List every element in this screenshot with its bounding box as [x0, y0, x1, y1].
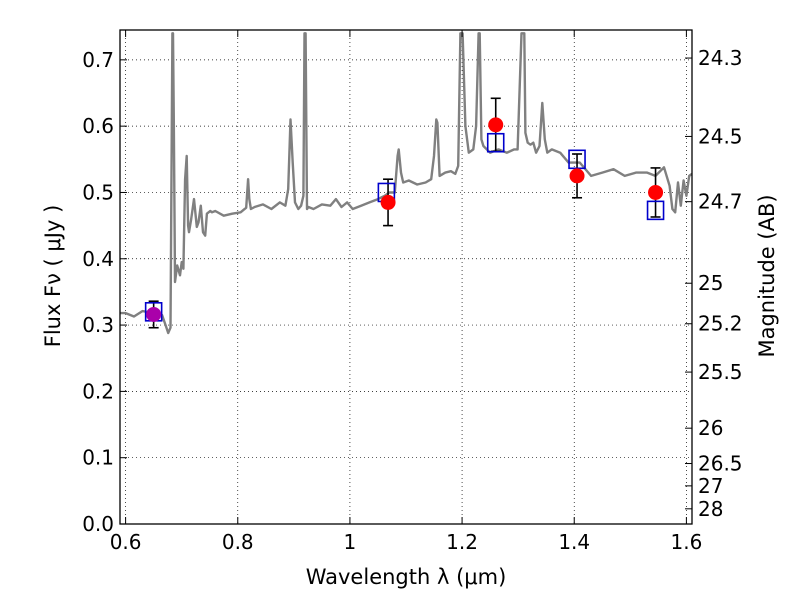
y2-tick-label: 24.7 [698, 190, 743, 214]
y2-axis-label: Magnitude (AB) [755, 194, 779, 357]
observed-photometry-point [569, 168, 585, 184]
model-photometry-marker [568, 149, 586, 170]
x-axis-label: Wavelength λ (μm) [306, 565, 507, 589]
observed-photometry-point [380, 194, 396, 210]
y-tick-label: 0.5 [82, 180, 114, 204]
x-tick-label: 1.6 [670, 530, 702, 554]
y-tick-label: 0.4 [82, 247, 114, 271]
y-tick-label: 0.7 [82, 48, 114, 72]
model-photometry-marker [486, 132, 505, 153]
y2-tick-label: 28 [698, 497, 723, 521]
observed-photometry-point [648, 184, 664, 200]
observed-photometry-point [146, 306, 162, 322]
x-tick-label: 1 [344, 530, 357, 554]
x-tick-label: 1.4 [558, 530, 590, 554]
plot-frame [119, 29, 693, 525]
spectrum-line [120, 32, 692, 335]
y-tick-label: 0.6 [82, 114, 114, 138]
y-tick-label: 0.1 [82, 446, 114, 470]
ticks-layer: 0.6 0.8 1 1.2 1.4 1.6 0.0 0.1 0.2 0.3 0.4 0.5 0.6 0.7… [82, 30, 743, 554]
y2-tick-label: 25.2 [698, 312, 743, 336]
y2-tick-label: 25.5 [698, 360, 743, 384]
x-tick-label: 0.6 [110, 530, 142, 554]
y2-tick-label: 26 [698, 416, 723, 440]
markers-layer [144, 97, 665, 329]
y-axis-label: Flux Fν ( μJy ) [41, 205, 65, 348]
model-photometry-marker [646, 200, 665, 221]
x-tick-label: 0.8 [222, 530, 254, 554]
spectrum-layer [120, 32, 692, 335]
y-tick-label: 0.2 [82, 379, 114, 403]
y2-tick-label: 26.5 [698, 452, 743, 476]
observed-photometry-point [488, 117, 504, 133]
y2-tick-label: 25 [698, 271, 723, 295]
y2-tick-label: 24.3 [698, 46, 743, 70]
y2-tick-label: 24.5 [698, 124, 743, 148]
y-tick-label: 0.0 [82, 512, 114, 536]
x-tick-label: 1.2 [446, 530, 478, 554]
y-tick-label: 0.3 [82, 313, 114, 337]
grid [120, 30, 692, 525]
y2-tick-label: 27 [698, 474, 723, 498]
